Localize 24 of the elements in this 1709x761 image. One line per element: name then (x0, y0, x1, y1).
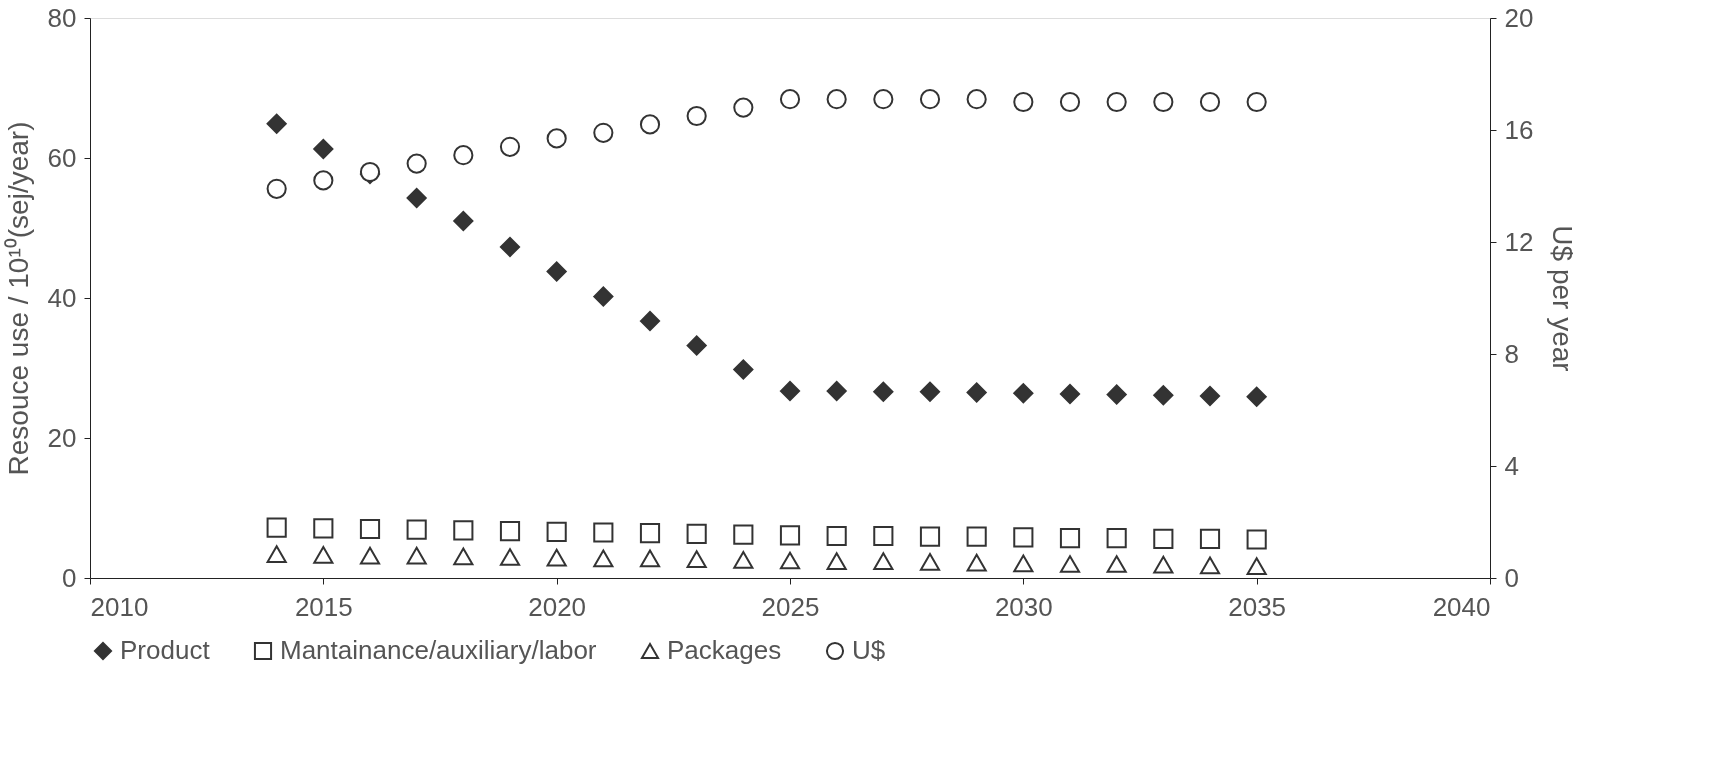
y-tick-label: 80 (47, 2, 77, 33)
x-tick-label: 2010 (90, 591, 149, 622)
x-tick-label: 2025 (761, 591, 820, 622)
y2-axis-title: U$ per year (1547, 225, 1579, 372)
legend-label: U$ (852, 635, 886, 665)
y-tick-label: 20 (47, 422, 77, 453)
legend-label: Mantainance/auxiliary/labor (280, 635, 597, 665)
y2-tick-label: 12 (1504, 226, 1534, 257)
y-tick-label: 0 (62, 562, 77, 593)
x-tick-label: 2020 (528, 591, 587, 622)
y-tick-label: 60 (47, 142, 77, 173)
x-tick-label: 2015 (294, 591, 353, 622)
y2-tick-label: 20 (1504, 2, 1534, 33)
y2-tick-label: 0 (1504, 562, 1519, 593)
legend-label: Product (120, 635, 211, 665)
y-tick-label: 40 (47, 282, 77, 313)
x-tick-label: 2035 (1228, 591, 1287, 622)
legend-label: Packages (667, 635, 782, 665)
y2-tick-label: 8 (1504, 338, 1519, 369)
x-tick-label: 2030 (994, 591, 1053, 622)
x-tick-label: 2040 (1432, 591, 1491, 622)
y-axis-title: Resouce use / 10¹⁰(sej/year) (2, 121, 34, 476)
y2-tick-label: 4 (1504, 450, 1519, 481)
y2-tick-label: 16 (1504, 114, 1534, 145)
